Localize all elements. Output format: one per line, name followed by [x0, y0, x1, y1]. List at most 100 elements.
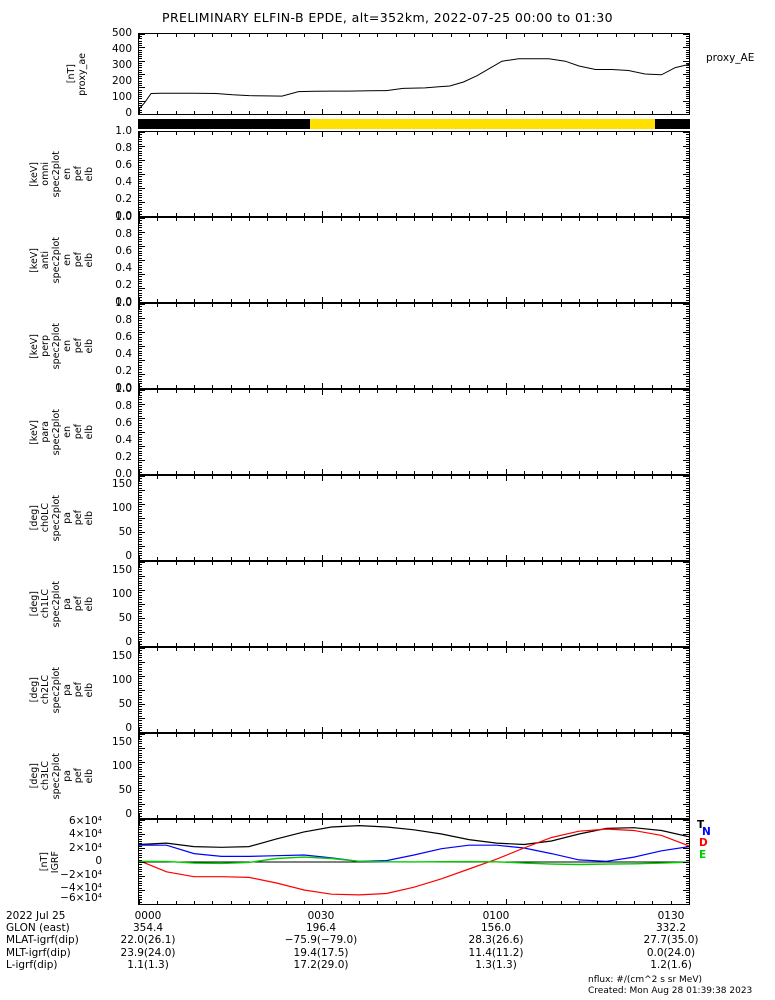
ylabel-line: en: [62, 426, 73, 438]
footer-created: Created: Mon Aug 28 01:39:38 2023: [588, 986, 753, 996]
ytick: 400: [111, 43, 132, 55]
ylabel-line: spec2plot: [51, 322, 62, 370]
igrf-legend-d: D: [699, 837, 708, 849]
xaxis-column-0030: 0030 196.4 −75.9(−79.0) 19.4(17.5) 17.2(…: [276, 910, 366, 971]
ytick: 0.0: [115, 296, 132, 308]
ytick: 0.0: [115, 210, 132, 222]
xaxis-value-glon: 354.4: [132, 922, 164, 935]
ylabel-line: ch3LC: [40, 761, 51, 791]
panel-proxy-ae-yticks: 500 400 300 200 100 0: [96, 28, 132, 118]
ytick: 0.8: [115, 228, 132, 240]
status-bar-segment-3: [655, 119, 690, 129]
xaxis-value-lshell: 17.2(29.0): [293, 958, 349, 971]
axis-ticks: [682, 562, 689, 647]
xaxis-value-time: 0030: [307, 910, 335, 922]
panel-en-para-ylabel: elb pef en spec2plot para [keV]: [29, 389, 95, 475]
ytick: 150: [111, 478, 132, 490]
panel-en-perp: [138, 303, 690, 389]
ylabel-line: en: [62, 168, 73, 180]
axis-ticks: [682, 648, 689, 733]
ytick: 0: [125, 636, 132, 648]
ytick: 0.4: [115, 434, 132, 446]
ylabel-line: [deg]: [29, 591, 40, 617]
proxy-ae-plot: [139, 58, 689, 110]
xaxis-value-mlt: 11.4(11.2): [468, 946, 524, 959]
xaxis-value-mlat: 28.3(26.6): [468, 934, 524, 947]
ylabel-line: elb: [84, 424, 95, 440]
panel-pa-ch3lc-yticks: 150 100 50 0: [96, 733, 132, 819]
ylabel-line: pef: [73, 768, 84, 784]
xaxis-value-mlt: 0.0(24.0): [646, 946, 696, 959]
panel-pa-ch1lc: [138, 561, 690, 647]
xaxis-label-lshell: L-igrf(dip): [6, 958, 58, 971]
ytick: 100: [111, 674, 132, 686]
ytick: 0.6: [115, 245, 132, 257]
xaxis-value-glon: 196.4: [305, 922, 337, 935]
igrf-series-d: [139, 828, 689, 896]
panel-proxy-ae: [138, 33, 690, 115]
panel-pa-ch2lc-yticks: 150 100 50 0: [96, 647, 132, 733]
x-axis-ticks-top: [139, 304, 690, 309]
ytick: 50: [118, 784, 132, 796]
ylabel-line: [nT]: [66, 64, 77, 84]
x-axis-ticks: [139, 727, 690, 732]
xaxis-value-mlt: 23.9(24.0): [120, 946, 176, 959]
ytick: 0.6: [115, 331, 132, 343]
panel-en-para: [138, 389, 690, 475]
ytick: 0: [125, 722, 132, 734]
ylabel-line: pa: [62, 512, 73, 524]
xaxis-value-glon: 332.2: [655, 922, 687, 935]
ytick: 0.4: [115, 262, 132, 274]
panel-en-omni-ylabel: elb pef en spec2plot omni [keV]: [29, 131, 95, 217]
xaxis-value-lshell: 1.3(1.3): [475, 958, 517, 971]
panel-pa-ch1lc-ylabel: elb pef pa spec2plot ch1LC [deg]: [29, 561, 95, 647]
ytick: 0.8: [115, 314, 132, 326]
ylabel-line: spec2plot: [51, 150, 62, 198]
xaxis-label-date: 2022 Jul 25: [6, 910, 66, 922]
ylabel-line: elb: [84, 596, 95, 612]
xaxis-label-mlt: MLT-igrf(dip): [6, 946, 71, 959]
xaxis-value-lshell: 1.1(1.3): [127, 958, 169, 971]
ylabel-line: spec2plot: [51, 494, 62, 542]
ytick: 50: [118, 698, 132, 710]
xaxis-value-mlat: 27.7(35.0): [643, 934, 699, 947]
panel-en-para-yticks: 1.0 0.8 0.6 0.4 0.2 0.0: [96, 384, 132, 479]
panel-en-perp-yticks: 1.0 0.8 0.6 0.4 0.2 0.0: [96, 298, 132, 393]
ylabel-line: elb: [84, 682, 95, 698]
x-axis-ticks: [139, 641, 690, 646]
ylabel-line: [keV]: [29, 247, 40, 273]
xaxis-label-glon: GLON (east): [6, 922, 70, 935]
panel-pa-ch0lc-ylabel: elb pef pa spec2plot ch0LC [deg]: [29, 475, 95, 561]
panel-pa-ch2lc-ylabel: elb pef pa spec2plot ch2LC [deg]: [29, 647, 95, 733]
igrf-legend-t: T: [697, 819, 705, 831]
ytick: 6×10⁴: [68, 815, 102, 827]
ytick: 200: [111, 75, 132, 87]
panel-proxy-ae-ylabel: proxy_ae [nT]: [60, 33, 94, 115]
xaxis-label-mlat: MLAT-igrf(dip): [6, 934, 79, 947]
xaxis-value-time: 0130: [657, 910, 685, 922]
ylabel-line: proxy_ae: [77, 52, 88, 96]
xaxis-value-mlat: 22.0(26.1): [120, 934, 176, 947]
axis-ticks: [682, 390, 689, 475]
ylabel-line: elb: [84, 338, 95, 354]
panel-pa-ch2lc: [138, 647, 690, 733]
ytick: 2×10⁴: [68, 842, 102, 854]
ytick: 0.2: [115, 365, 132, 377]
status-bar-segment-2: [310, 119, 655, 129]
ylabel-line: elb: [84, 166, 95, 182]
axis-ticks: [139, 476, 146, 561]
ylabel-line: pef: [73, 510, 84, 526]
axis-ticks: [139, 304, 146, 389]
xaxis-column-0130: 0130 332.2 27.7(35.0) 0.0(24.0) 1.2(1.6): [626, 910, 716, 971]
igrf-legend-n: N: [702, 826, 711, 838]
xaxis-value-glon: 156.0: [480, 922, 512, 935]
panel-en-anti-yticks: 1.0 0.8 0.6 0.4 0.2 0.0: [96, 212, 132, 307]
ytick: 0.8: [115, 400, 132, 412]
xaxis-value-mlt: 19.4(17.5): [293, 946, 349, 959]
ytick: 0: [125, 550, 132, 562]
panel-en-anti: [138, 217, 690, 303]
axis-ticks: [682, 476, 689, 561]
ylabel-line: pef: [73, 338, 84, 354]
ytick: 0.0: [115, 382, 132, 394]
